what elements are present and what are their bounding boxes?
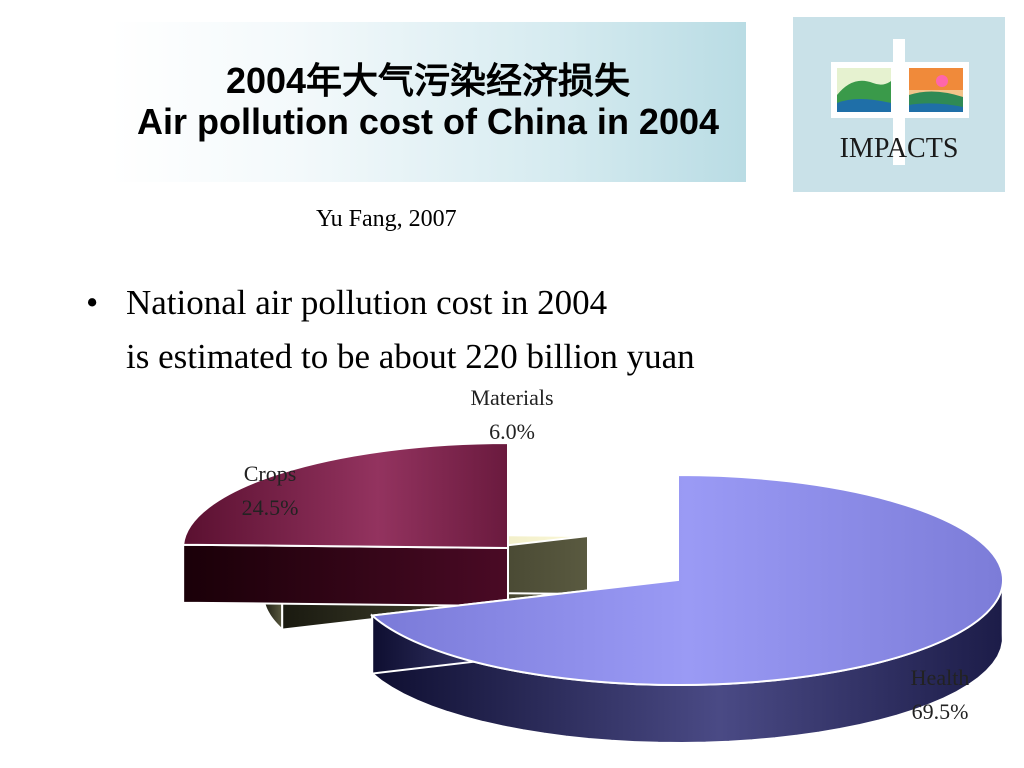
bullet-text: National air pollution cost in 2004 is e… bbox=[126, 276, 695, 384]
pie-value-crops: 24.5% bbox=[242, 495, 299, 520]
title-box: 2004年大气污染经济损失 Air pollution cost of Chin… bbox=[110, 22, 746, 182]
title-chinese: 2004年大气污染经济损失 bbox=[225, 60, 631, 101]
logo-icon bbox=[831, 39, 969, 165]
pie-value-materials: 6.0% bbox=[489, 419, 535, 444]
pie-label-health: Health bbox=[911, 665, 970, 690]
pie-slice-health bbox=[369, 473, 1004, 744]
bullet-line-1: National air pollution cost in 2004 bbox=[126, 283, 608, 322]
pie-slice-crops bbox=[182, 441, 509, 608]
pie-label-materials: Materials bbox=[470, 385, 553, 410]
title-english: Air pollution cost of China in 2004 bbox=[136, 101, 720, 142]
citation: Yu Fang, 2007 bbox=[316, 206, 457, 232]
pie-value-health: 69.5% bbox=[912, 699, 969, 724]
impacts-logo: IMPACTS bbox=[793, 17, 1005, 192]
logo-text: IMPACTS bbox=[839, 133, 959, 164]
bullet-dot-icon: • bbox=[86, 283, 99, 322]
bullet-line-2: is estimated to be about 220 billion yua… bbox=[126, 337, 695, 376]
pie-label-crops: Crops bbox=[244, 461, 297, 486]
